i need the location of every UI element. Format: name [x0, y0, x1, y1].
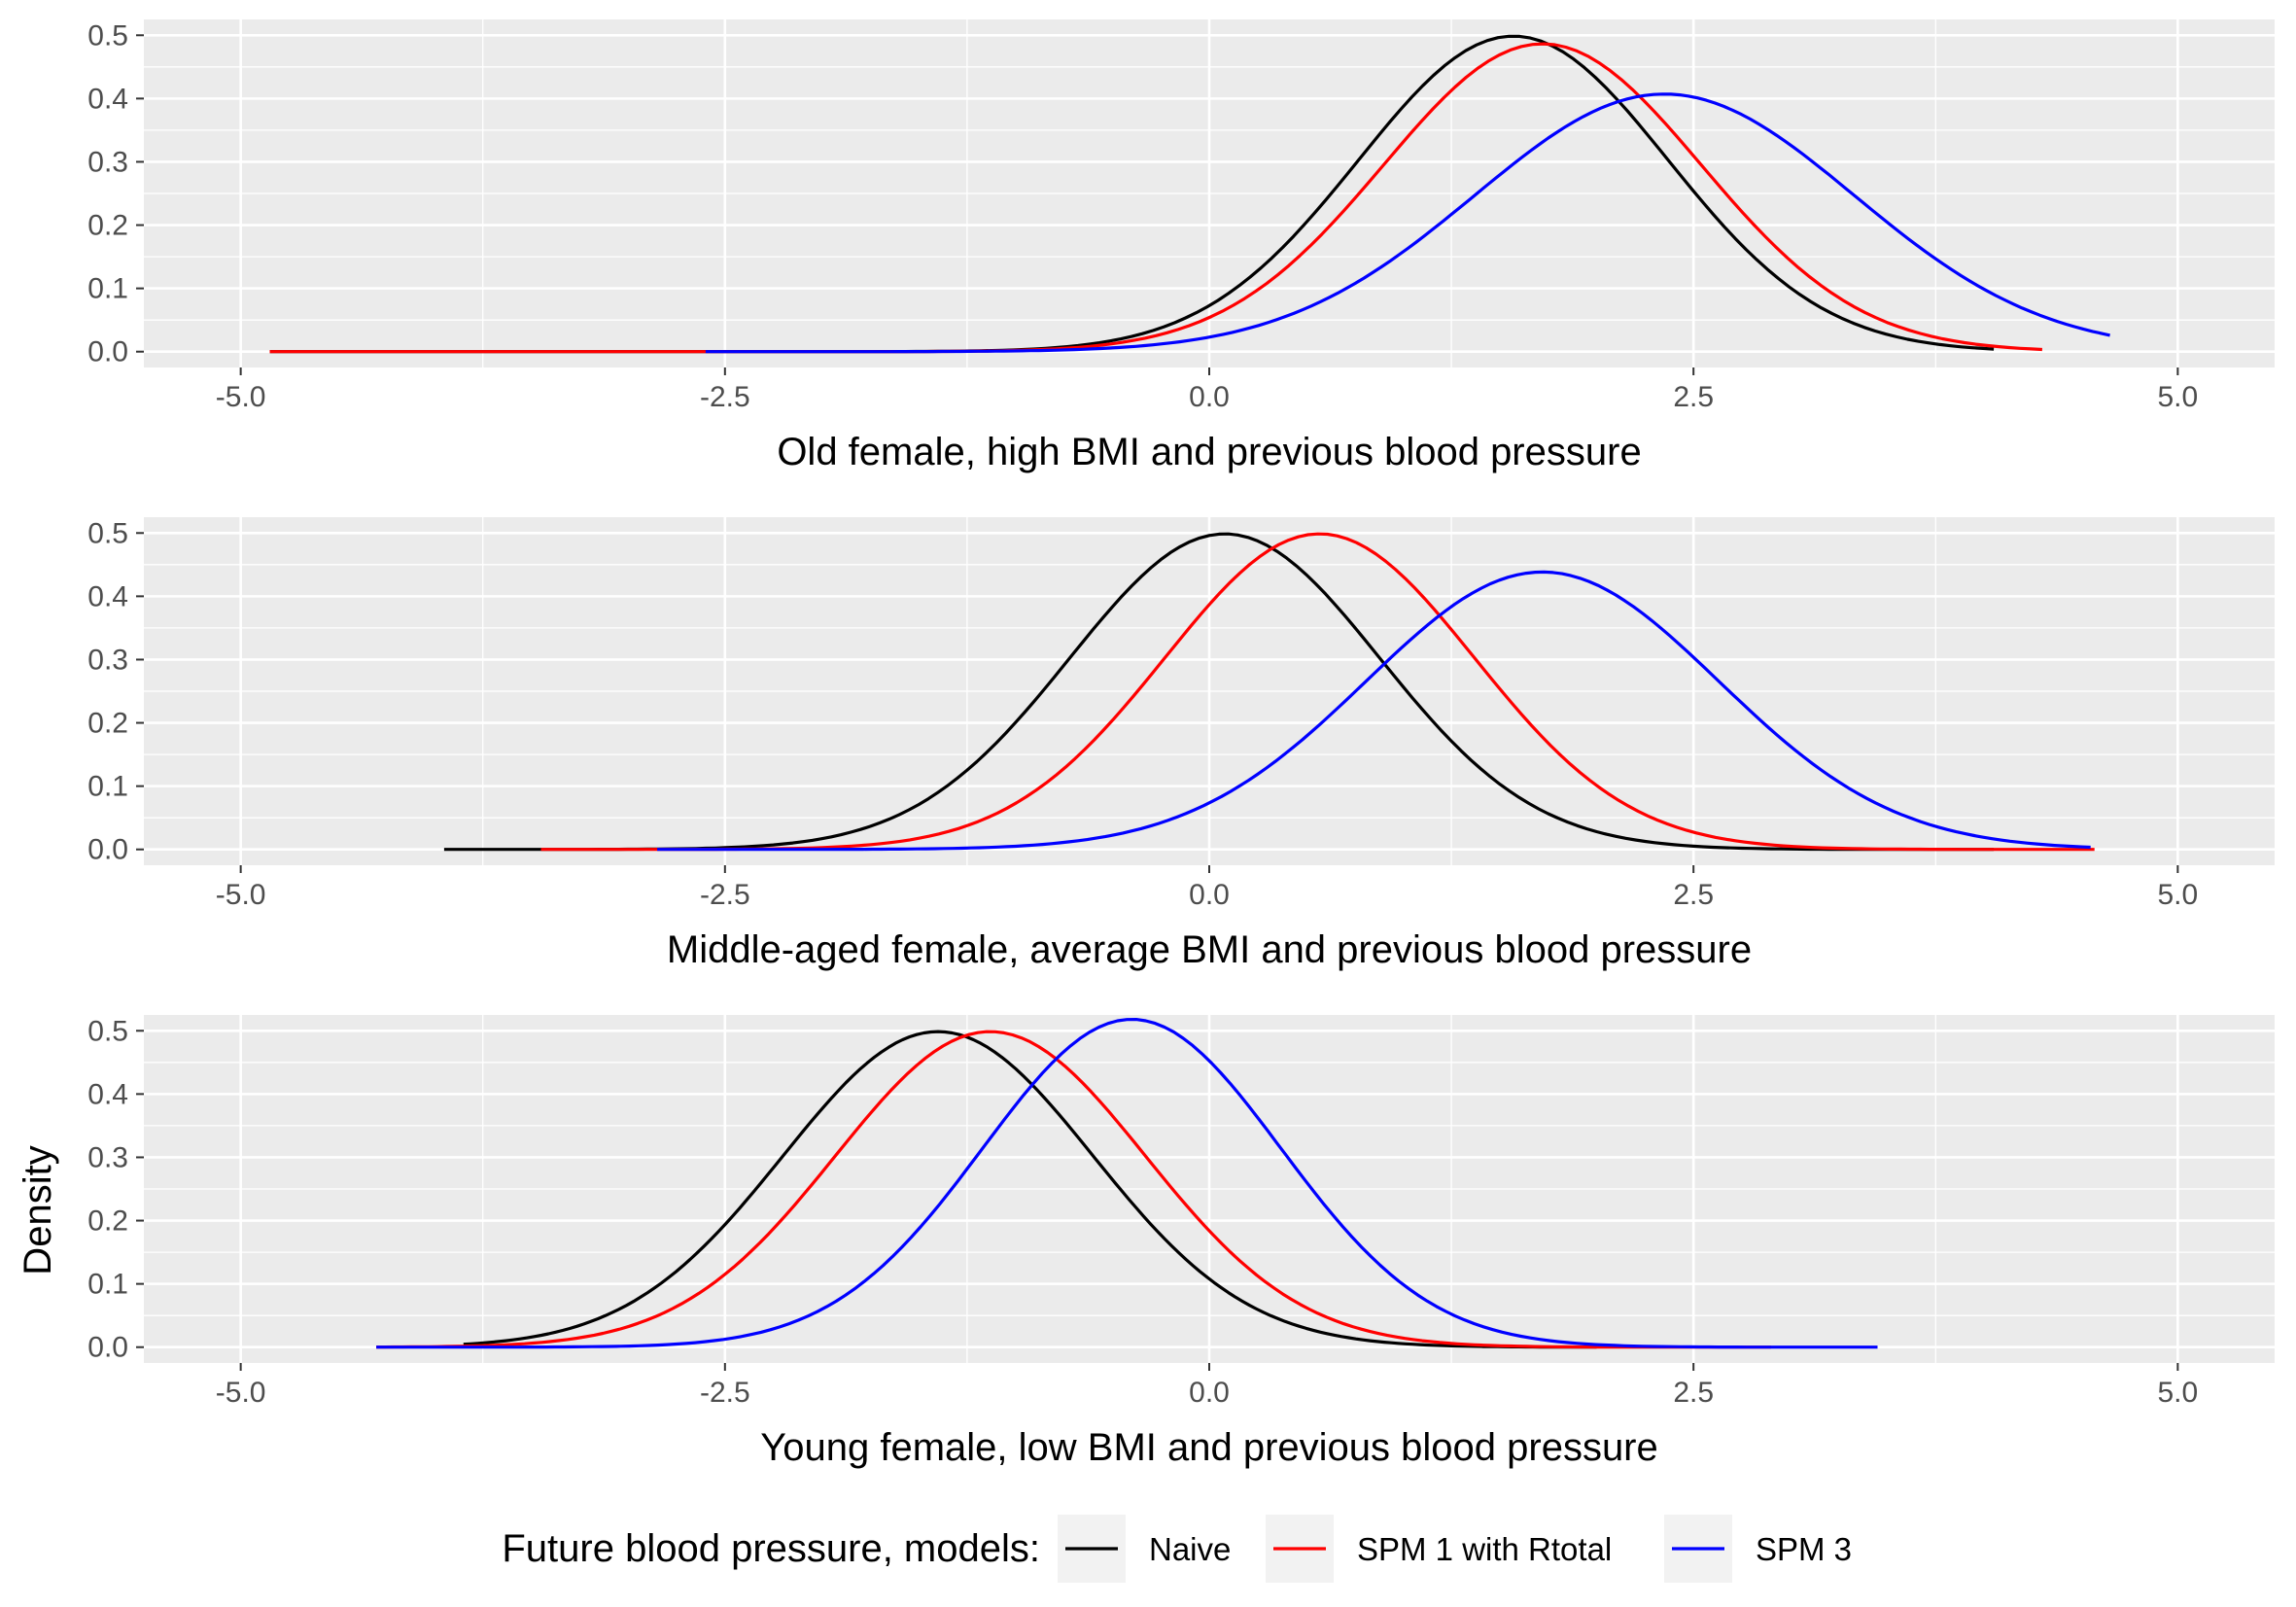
x-tick-label: 2.5 [1673, 879, 1714, 911]
x-tick-label: -2.5 [700, 381, 750, 413]
y-tick-label: 0.4 [87, 580, 128, 612]
series-line-spm-1-with-rtotal [269, 42, 2042, 354]
x-tick-label: 2.5 [1673, 381, 1714, 413]
y-tick-label: 0.3 [87, 1141, 128, 1173]
x-axis-title: Middle-aged female, average BMI and prev… [667, 928, 1752, 971]
panel-1: 0.0 0.1 0.2 0.3 0.4 0.5 -5.0 -2.5 0.0 2.5 5.0 Old f… [87, 19, 2275, 473]
x-tick-label: 5.0 [2158, 381, 2199, 413]
legend-label: SPM 3 [1756, 1531, 1852, 1567]
legend-label: SPM 1 with Rtotal [1357, 1531, 1612, 1567]
panel-2: 0.0 0.1 0.2 0.3 0.4 0.5 -5.0 -2.5 0.0 2.5 5.0 Middl… [87, 517, 2275, 971]
legend-title: Future blood pressure, models: [502, 1527, 1040, 1570]
series-line-spm-3 [376, 1017, 1878, 1349]
legend-item-spm-3: SPM 3 [1664, 1515, 1852, 1583]
y-tick-label: 0.2 [87, 708, 128, 740]
y-tick-label: 0.5 [87, 19, 128, 52]
legend: Future blood pressure, models: Naive SPM … [502, 1515, 1852, 1583]
y-tick-label: 0.0 [87, 834, 128, 866]
y-tick-label: 0.3 [87, 146, 128, 178]
panels: 0.0 0.1 0.2 0.3 0.4 0.5 -5.0 -2.5 0.0 2.5 5.0 Old f… [87, 19, 2275, 1469]
x-tick-label: -5.0 [216, 381, 266, 413]
y-tick-label: 0.5 [87, 1015, 128, 1047]
series-line-spm-1-with-rtotal [376, 1030, 1771, 1349]
series-line-spm-3 [657, 570, 2091, 852]
y-tick-label: 0.4 [87, 1078, 128, 1110]
y-tick-label: 0.1 [87, 1269, 128, 1301]
y-tick-label: 0.5 [87, 517, 128, 549]
x-tick-label: -5.0 [216, 1377, 266, 1409]
legend-item-naive: Naive [1058, 1515, 1231, 1583]
x-tick-label: 5.0 [2158, 1377, 2199, 1409]
y-axis-title: Density [17, 1145, 59, 1275]
panel-3: 0.0 0.1 0.2 0.3 0.4 0.5 -5.0 -2.5 0.0 2.5 5.0 Young… [87, 1015, 2275, 1469]
x-tick-label: -2.5 [700, 879, 750, 911]
x-tick-label: 5.0 [2158, 879, 2199, 911]
x-axis-title: Old female, high BMI and previous blood … [777, 431, 1641, 473]
y-tick-label: 0.2 [87, 1205, 128, 1238]
y-tick-label: 0.0 [87, 1332, 128, 1364]
x-tick-label: 0.0 [1189, 1377, 1230, 1409]
y-tick-label: 0.2 [87, 210, 128, 242]
x-tick-label: 0.0 [1189, 879, 1230, 911]
x-axis-title: Young female, low BMI and previous blood… [760, 1426, 1658, 1469]
y-tick-label: 0.0 [87, 336, 128, 368]
legend-item-spm-1-with-rtotal: SPM 1 with Rtotal [1266, 1515, 1612, 1583]
series-line-naive [463, 1030, 1597, 1349]
y-tick-label: 0.1 [87, 771, 128, 803]
x-tick-label: 0.0 [1189, 381, 1230, 413]
x-tick-label: -2.5 [700, 1377, 750, 1409]
legend-label: Naive [1149, 1531, 1231, 1567]
x-tick-label: 2.5 [1673, 1377, 1714, 1409]
legend-items: Naive SPM 1 with Rtotal SPM 3 [1058, 1515, 1852, 1583]
x-tick-label: -5.0 [216, 879, 266, 911]
y-tick-label: 0.1 [87, 273, 128, 305]
y-tick-label: 0.3 [87, 644, 128, 676]
series-line-spm-3 [705, 92, 2110, 354]
y-tick-label: 0.4 [87, 83, 128, 115]
